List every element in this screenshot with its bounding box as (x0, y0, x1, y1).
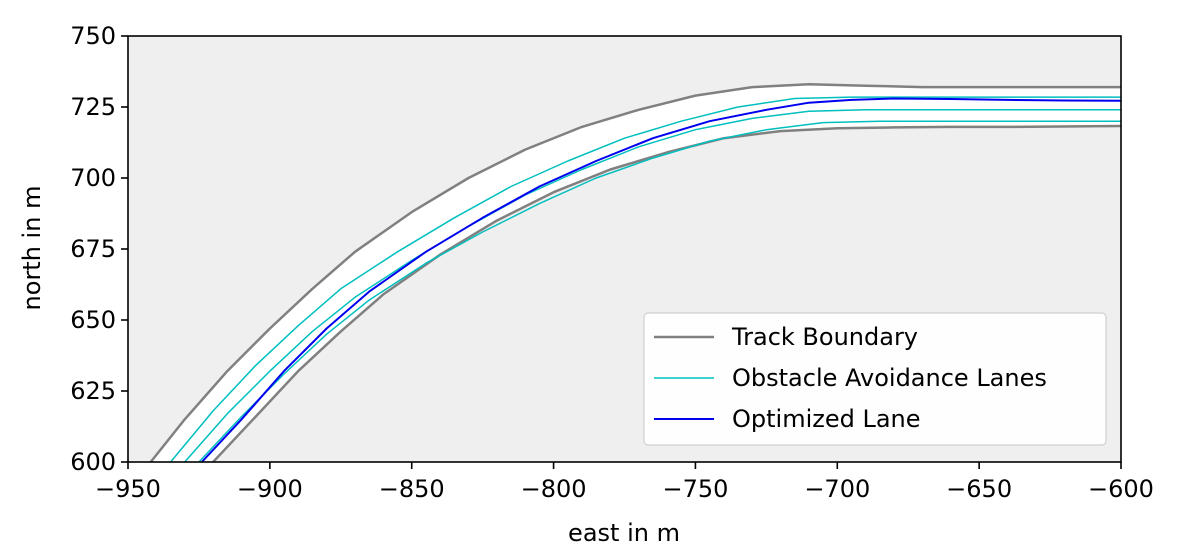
series-line-obstacle-avoidance-lanes-3 (183, 109, 1121, 462)
series-line-obstacle-avoidance-lanes-2 (169, 96, 1121, 462)
legend: Track Boundary Obstacle Avoidance Lanes Op… (643, 312, 1107, 446)
legend-box (643, 312, 1107, 446)
x-tick-label: −600 (1088, 475, 1154, 503)
x-tick-label: −900 (237, 475, 303, 503)
series-line-track-boundary-outer (149, 83, 1121, 462)
series-line-obstacle-avoidance-lanes-4 (198, 120, 1121, 462)
x-tick-label: −850 (379, 475, 445, 503)
y-tick-label: 600 (70, 448, 116, 476)
y-tick-label: 750 (70, 22, 116, 50)
x-tick-label: −650 (946, 475, 1012, 503)
x-tick-label: −750 (662, 475, 728, 503)
axes-layer: −950 −900 −850 −800 −750 −700 −650 −600 600 625 65… (70, 22, 1154, 503)
y-axis-label: north in m (18, 186, 46, 311)
series-line-optimized-lane-5 (200, 97, 1121, 462)
series-layer (149, 83, 1121, 462)
x-tick-label: −800 (521, 475, 587, 503)
legend-label-obstacle-avoidance-lanes: Obstacle Avoidance Lanes (732, 364, 1047, 392)
series-line-track-boundary-inner (211, 124, 1121, 462)
y-tick-label: 625 (70, 377, 116, 405)
x-tick-label: −950 (95, 475, 161, 503)
legend-label-optimized-lane: Optimized Lane (732, 405, 921, 433)
x-axis-label: east in m (568, 519, 680, 547)
y-tick-label: 650 (70, 306, 116, 334)
legend-label-track-boundary: Track Boundary (731, 323, 918, 351)
y-tick-label: 675 (70, 235, 116, 263)
y-tick-label: 700 (70, 164, 116, 192)
x-tick-label: −700 (804, 475, 870, 503)
y-tick-label: 725 (70, 93, 116, 121)
